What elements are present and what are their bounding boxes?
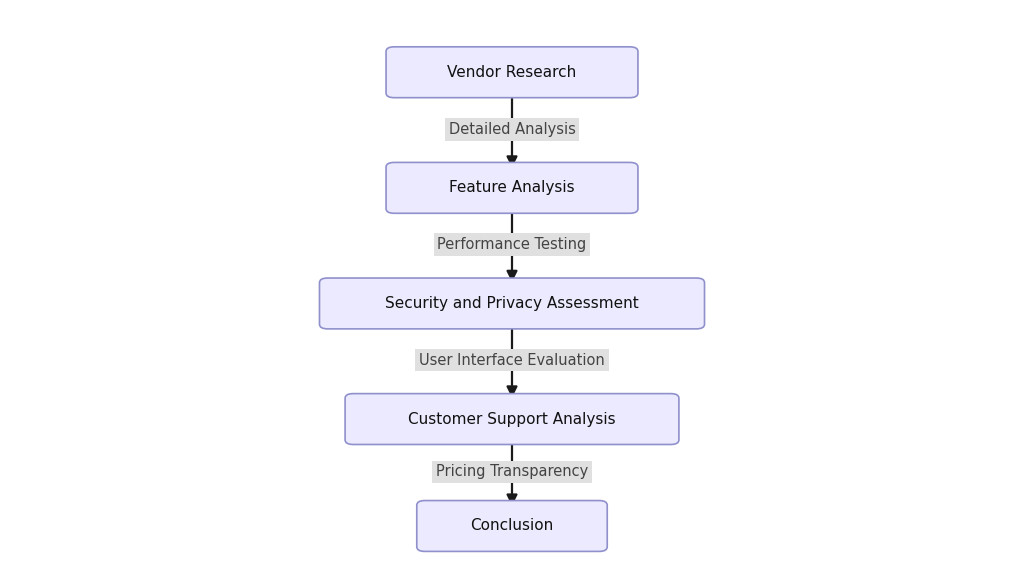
FancyBboxPatch shape — [386, 162, 638, 213]
Text: Pricing Transparency: Pricing Transparency — [436, 465, 588, 479]
FancyBboxPatch shape — [345, 394, 679, 444]
Text: Feature Analysis: Feature Analysis — [450, 180, 574, 195]
Text: Security and Privacy Assessment: Security and Privacy Assessment — [385, 296, 639, 311]
FancyBboxPatch shape — [319, 278, 705, 329]
Text: Conclusion: Conclusion — [470, 518, 554, 533]
FancyBboxPatch shape — [386, 47, 638, 98]
Text: User Interface Evaluation: User Interface Evaluation — [419, 353, 605, 368]
Text: Detailed Analysis: Detailed Analysis — [449, 122, 575, 137]
Text: Vendor Research: Vendor Research — [447, 65, 577, 80]
FancyBboxPatch shape — [417, 501, 607, 551]
Text: Customer Support Analysis: Customer Support Analysis — [409, 412, 615, 427]
Text: Performance Testing: Performance Testing — [437, 237, 587, 252]
